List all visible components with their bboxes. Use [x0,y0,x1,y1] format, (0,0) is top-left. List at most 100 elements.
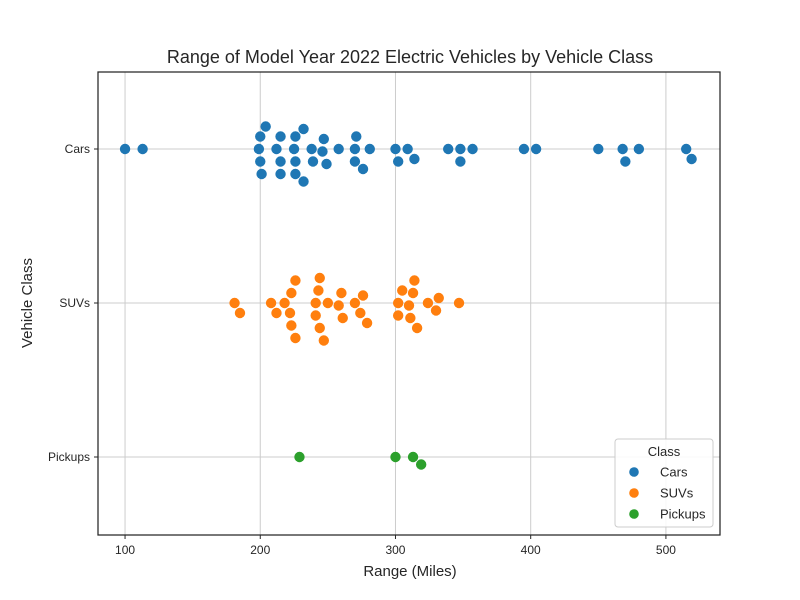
data-point-suvs [407,287,419,299]
data-point-cars [290,131,301,142]
data-point-suvs [284,307,296,319]
data-point-suvs [405,312,416,324]
data-point-cars [467,143,478,155]
data-point-cars [392,156,404,167]
data-point-cars [455,156,466,167]
data-point-cars [333,143,344,155]
data-point-cars [390,143,401,155]
data-point-pickups [294,451,305,463]
data-points [119,121,697,470]
data-point-cars [349,156,361,167]
data-point-cars [290,168,301,180]
data-point-cars [318,133,330,145]
x-tick-label: 300 [385,543,405,557]
data-point-suvs [313,285,324,296]
chart-title: Range of Model Year 2022 Electric Vehicl… [167,47,653,67]
legend-marker-suvs [629,488,639,498]
data-point-suvs [433,292,444,304]
data-point-suvs [409,275,420,286]
data-point-cars [364,143,375,155]
data-point-cars [633,143,645,155]
legend-label-pickups: Pickups [660,507,706,522]
data-point-suvs [453,297,465,309]
data-point-cars [617,143,628,155]
x-tick-label: 500 [656,543,676,557]
data-point-cars [530,143,542,155]
data-point-suvs [392,297,404,309]
legend-label-suvs: SUVs [660,486,694,501]
data-point-cars [288,143,300,155]
legend-marker-pickups [629,509,639,519]
data-point-cars [256,168,267,180]
data-point-cars [443,143,454,155]
data-point-cars [271,143,282,155]
legend-label-cars: Cars [660,465,688,480]
data-point-cars [593,143,604,155]
data-point-suvs [318,335,330,346]
data-point-suvs [392,310,404,321]
data-point-cars [455,143,466,155]
data-point-suvs [355,307,366,319]
data-point-suvs [411,322,423,334]
data-point-cars [409,153,420,165]
data-point-suvs [403,300,415,311]
data-point-cars [307,156,319,167]
data-point-cars [119,143,131,155]
data-point-suvs [337,312,348,324]
data-point-cars [321,158,332,170]
data-point-suvs [314,322,325,334]
y-axis-label: Vehicle Class [19,258,36,348]
data-point-suvs [310,310,321,321]
data-point-cars [686,153,697,165]
data-point-cars [306,143,317,155]
data-point-suvs [286,320,297,331]
data-point-cars [351,131,362,142]
y-axis-ticks: Cars SUVs Pickups [48,142,98,464]
data-point-suvs [290,332,301,344]
data-point-pickups [415,459,427,470]
data-point-cars [402,143,413,155]
legend-marker-cars [629,467,639,477]
data-point-suvs [349,297,361,309]
data-point-cars [620,156,631,167]
data-point-suvs [422,297,434,309]
data-point-cars [518,143,530,155]
data-point-cars [275,131,286,142]
data-point-suvs [322,297,334,309]
data-point-suvs [279,297,290,309]
data-point-cars [260,121,271,132]
x-tick-label: 400 [521,543,541,557]
data-point-suvs [234,307,246,319]
data-point-cars [275,156,286,167]
data-point-suvs [357,290,369,301]
data-point-suvs [265,297,277,309]
data-point-suvs [314,272,325,284]
data-point-cars [680,143,692,155]
data-point-suvs [361,317,373,329]
x-tick-label: 200 [250,543,270,557]
data-point-suvs [397,285,408,296]
y-tick-label: Cars [65,142,90,156]
x-axis-ticks: 100 200 300 400 500 [115,535,676,557]
x-tick-label: 100 [115,543,135,557]
data-point-suvs [310,297,321,309]
data-point-cars [290,156,301,167]
y-tick-label: SUVs [59,296,90,310]
data-point-cars [349,143,361,155]
data-point-cars [137,143,148,155]
legend-box [614,438,714,528]
data-point-cars [253,143,265,155]
data-point-suvs [271,307,282,319]
data-point-cars [255,156,266,167]
data-point-suvs [286,287,297,299]
data-point-pickups [407,451,419,463]
data-point-cars [298,123,309,135]
data-point-cars [317,146,328,157]
data-point-cars [298,176,309,187]
y-tick-label: Pickups [48,450,90,464]
data-point-cars [255,131,266,142]
data-point-pickups [390,451,401,463]
legend: Class Cars SUVs Pickups [614,438,714,528]
data-point-suvs [336,287,347,299]
